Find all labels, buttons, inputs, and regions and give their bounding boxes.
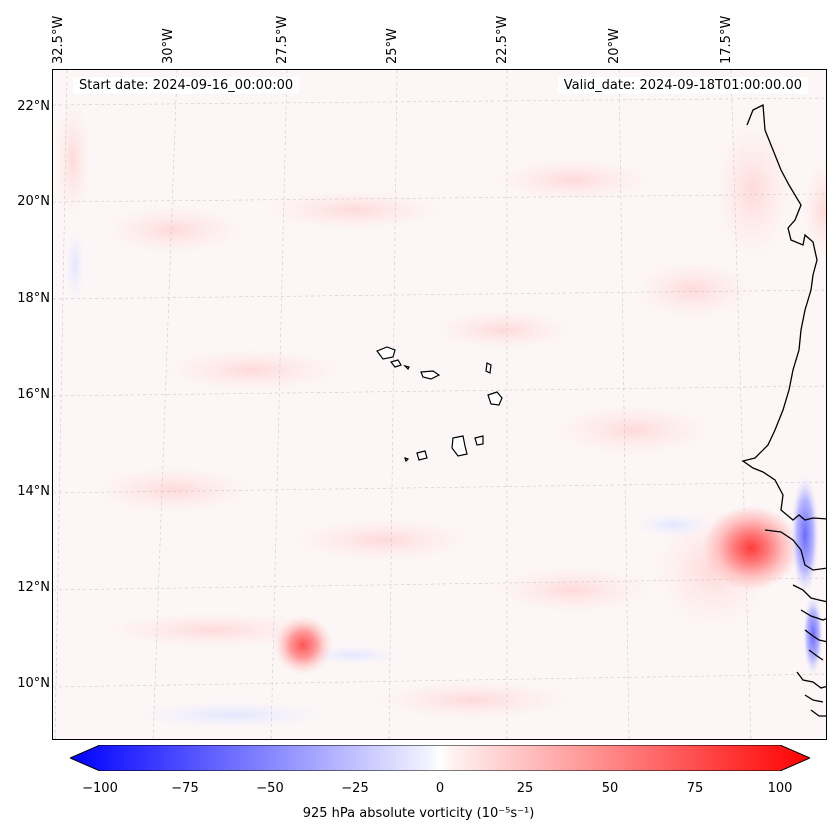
colorbar-tick-label: −75 — [171, 781, 199, 796]
colorbar-tick-label: 25 — [516, 781, 534, 796]
lon-label-20w: 20°W — [607, 28, 622, 64]
negative-vorticity-south — [803, 595, 823, 675]
start-date-label: Start date: 2024-09-16_00:00:00 — [73, 77, 300, 94]
colorbar-tick-label: −25 — [341, 781, 369, 796]
colorbar-tick-label: 0 — [435, 781, 445, 796]
colorbar-tick-label: −100 — [82, 781, 118, 796]
lat-label-18n: 18°N — [17, 291, 50, 306]
coastal-vorticity-max — [703, 506, 799, 590]
valid-date-label: Valid_date: 2024-09-18T01:00:00.00 — [557, 77, 808, 94]
lat-label-14n: 14°N — [17, 484, 50, 499]
lon-label-30w: 30°W — [161, 28, 176, 64]
vorticity-field — [53, 70, 826, 739]
colorbar-tick-label: 75 — [686, 781, 704, 796]
lon-label-25w: 25°W — [385, 28, 400, 64]
lat-label-12n: 12°N — [17, 580, 50, 595]
colorbar-tick-label: 100 — [767, 781, 793, 796]
lat-label-10n: 10°N — [17, 676, 50, 691]
lon-label-27-5w: 27.5°W — [275, 15, 290, 64]
lon-label-17-5w: 17.5°W — [719, 15, 734, 64]
colorbar-tick-label: −50 — [256, 781, 284, 796]
negative-vorticity-strip — [791, 475, 819, 595]
cabo-verde-islands — [376, 346, 503, 463]
coastline — [741, 103, 826, 717]
colorbar — [70, 745, 810, 771]
graticule — [53, 70, 826, 739]
colorbar-bar — [70, 745, 810, 771]
colorbar-tick-label: 50 — [601, 781, 619, 796]
lon-label-32-5w: 32.5°W — [51, 15, 66, 64]
ocean-vorticity-max — [273, 615, 333, 675]
lon-label-22-5w: 22.5°W — [495, 15, 510, 64]
colorbar-label: 925 hPa absolute vorticity (10⁻⁵s⁻¹) — [302, 806, 535, 821]
lat-label-22n: 22°N — [17, 99, 50, 114]
lat-label-16n: 16°N — [17, 387, 50, 402]
map-panel[interactable] — [52, 69, 827, 740]
lat-label-20n: 20°N — [17, 194, 50, 209]
weak-vorticity-patches — [55, 100, 826, 729]
